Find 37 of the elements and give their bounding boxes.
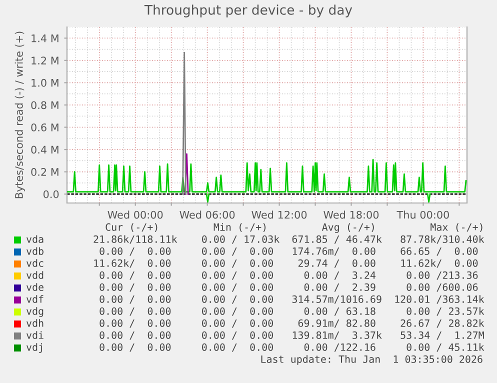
text: Cur (-/+) Min (-/+) Avg (-/+) Max (-/+) (106, 223, 482, 233)
y-tick-label: 0.0 (43, 190, 59, 198)
legend-label: vdb (26, 247, 44, 255)
y-tick-label: 0.6 M (31, 123, 58, 132)
x-tick-label: Wed 12:00 (252, 210, 307, 219)
text: 21.86k/118.11k 0.00 / 17.03k 671.85 / 46.47k 87.78k/310.40k (94, 235, 484, 244)
x-tick-label: Wed 06:00 (180, 210, 235, 219)
legend-label: vdj (26, 343, 42, 353)
x-tick-label: Wed 18:00 (324, 210, 379, 219)
text: 0.00 / 0.00 0.00 / 0.00 314.57m/1016.69 120.01 /363.14k (100, 295, 484, 304)
legend-label: vdf (26, 295, 44, 303)
legend-label: vdg (26, 307, 44, 317)
y-tick-label: 1.2 M (32, 56, 58, 64)
text: 0.00 / 0.00 0.00 / 0.00 174.76m/ 0.00 66.65 / 0.00 (100, 247, 478, 256)
y-tick-label: 0.2 M (31, 168, 58, 176)
x-tick-label: Thu 00:00 (396, 210, 449, 219)
chart-title: Throughput per device - by day (144, 4, 352, 18)
text: 0.00 / 0.00 0.00 / 0.00 69.91m/ 82.80 26.67 / 28.82k (100, 319, 484, 328)
legend-label: vde (26, 283, 44, 291)
text: 0.00 / 0.00 0.00 / 0.00 0.00 / 63.18 0.00 / 23.57k (100, 307, 484, 316)
y-axis-title: Bytes/second read (-) / write (+) (14, 32, 25, 198)
legend-label: vdi (26, 331, 44, 339)
legend-label: vdc (26, 259, 44, 267)
y-tick-label: 0.8 M (31, 101, 58, 110)
text: 0.00 / 0.00 0.00 / 0.00 0.00 / 3.24 0.00 /213.36 (100, 271, 478, 280)
text: 0.00 / 0.00 0.00 / 0.00 0.00 /122.16 0.00 / 45.11k (100, 343, 484, 352)
y-tick-label: 1.4 M (32, 34, 58, 42)
y-tick-label: 0.4 M (31, 146, 58, 154)
x-tick-label: Wed 00:00 (108, 210, 163, 219)
text: 0.00 / 0.00 0.00 / 0.00 139.81m/ 3.37k 53.34 / 1.27M (100, 331, 484, 340)
legend-label: vdh (26, 319, 44, 327)
y-tick-label: 1.0 M (32, 78, 58, 87)
legend-label: vda (26, 235, 44, 243)
text: 0.00 / 0.00 0.00 / 0.00 0.00 / 2.39 0.00 /600.06 (100, 283, 478, 292)
text: Last update: Thu Jan 1 03:35:00 2026 (261, 355, 482, 365)
text: 11.62k/ 0.00 0.00 / 0.00 29.74 / 0.00 11.62k/ 0.00 (94, 259, 478, 268)
legend-label: vdd (26, 271, 44, 279)
